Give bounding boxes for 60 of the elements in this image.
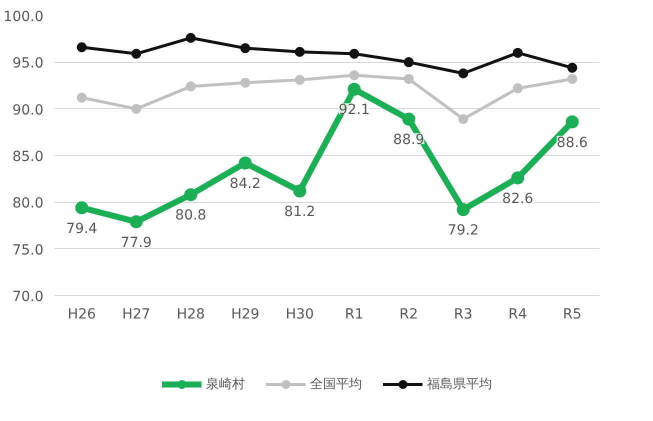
x-tick-label: R3 bbox=[454, 306, 473, 322]
point bbox=[348, 82, 361, 96]
point bbox=[186, 32, 196, 43]
y-tick-label: 75.0 bbox=[12, 242, 44, 258]
data-label: 92.1 bbox=[338, 102, 370, 118]
data-label: 77.9 bbox=[120, 234, 152, 251]
point bbox=[293, 184, 306, 198]
point bbox=[240, 43, 250, 54]
point bbox=[404, 57, 414, 68]
point bbox=[131, 48, 142, 59]
legend-label: 全国平均 bbox=[310, 376, 362, 393]
x-tick-label: H29 bbox=[231, 306, 260, 322]
point bbox=[130, 215, 143, 228]
x-tick-label: H26 bbox=[68, 306, 96, 322]
x-tick-label: H30 bbox=[286, 306, 314, 322]
point bbox=[402, 112, 416, 126]
point bbox=[456, 203, 470, 216]
y-tick-label: 95.0 bbox=[12, 56, 44, 72]
point bbox=[75, 201, 88, 214]
point bbox=[186, 81, 196, 92]
y-tick-label: 100.0 bbox=[3, 9, 44, 25]
legend-label: 泉崎村 bbox=[206, 376, 245, 393]
point bbox=[294, 46, 305, 57]
data-label: 88.9 bbox=[393, 132, 424, 148]
point bbox=[404, 74, 414, 84]
point bbox=[458, 68, 468, 78]
data-label: 82.6 bbox=[502, 190, 534, 207]
y-tick-label: 70.0 bbox=[12, 289, 44, 305]
x-tick-label: R1 bbox=[344, 306, 364, 322]
x-tick-label: R2 bbox=[399, 306, 418, 322]
point bbox=[511, 171, 524, 184]
point bbox=[184, 188, 198, 202]
point bbox=[76, 42, 87, 52]
point bbox=[567, 62, 578, 73]
x-tick-label: H27 bbox=[122, 306, 150, 322]
data-label: 79.4 bbox=[66, 220, 98, 237]
point bbox=[512, 48, 523, 58]
point bbox=[349, 70, 360, 80]
data-label: 81.2 bbox=[284, 204, 316, 220]
point bbox=[567, 74, 578, 84]
point bbox=[458, 114, 468, 124]
data-label: 84.2 bbox=[230, 176, 261, 192]
point bbox=[349, 48, 360, 59]
legend-label: 福島県平均 bbox=[427, 376, 492, 393]
x-tick-label: R5 bbox=[562, 306, 582, 322]
point bbox=[76, 92, 87, 103]
y-tick-label: 85.0 bbox=[12, 149, 44, 165]
y-tick-label: 90.0 bbox=[12, 102, 44, 118]
point bbox=[131, 104, 142, 114]
data-label: 88.6 bbox=[556, 134, 588, 151]
x-tick-label: H28 bbox=[176, 306, 205, 322]
point bbox=[294, 74, 305, 85]
point bbox=[240, 78, 250, 88]
point bbox=[566, 115, 579, 128]
data-label: 80.8 bbox=[175, 208, 206, 224]
y-tick-label: 80.0 bbox=[12, 196, 44, 212]
x-tick-label: R4 bbox=[508, 306, 528, 322]
data-label: 79.2 bbox=[448, 222, 479, 239]
point bbox=[512, 83, 523, 94]
point bbox=[238, 156, 252, 170]
